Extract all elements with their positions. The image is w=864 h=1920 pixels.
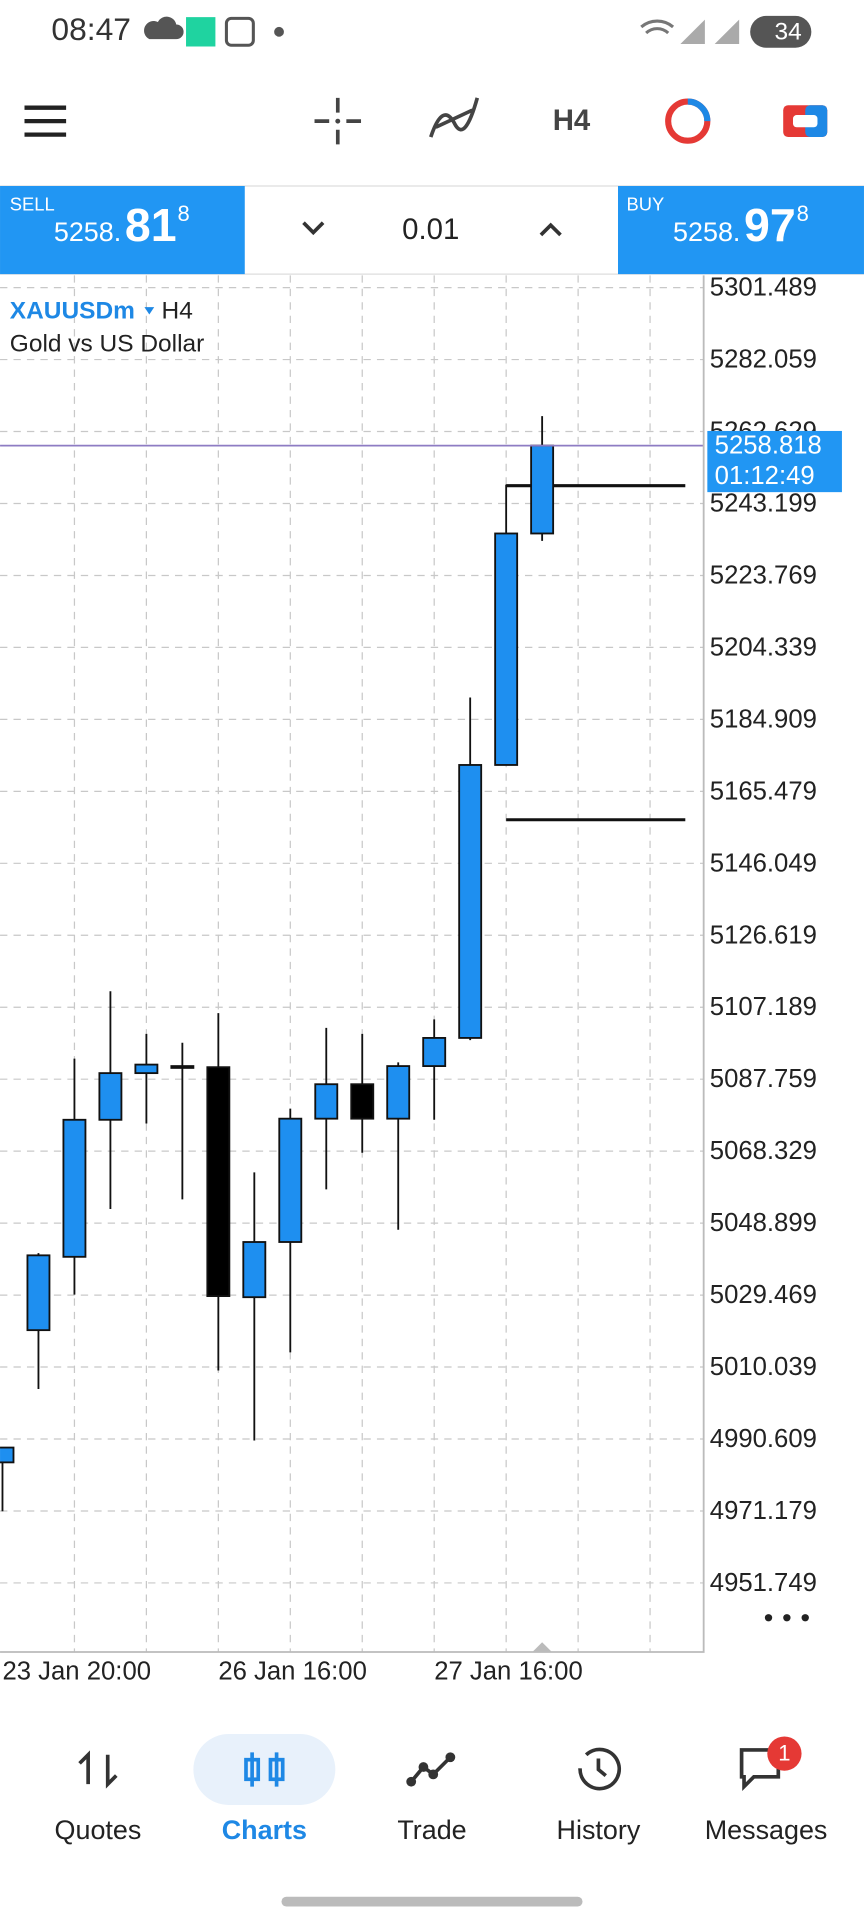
trade-icon bbox=[406, 1752, 456, 1787]
symbol-dropdown[interactable] bbox=[144, 307, 155, 315]
wifi-icon bbox=[640, 19, 675, 35]
candle-body bbox=[278, 1117, 303, 1243]
y-tick-label: 5029.469 bbox=[710, 1281, 817, 1309]
x-tick-label: 27 Jan 16:00 bbox=[434, 1658, 583, 1686]
objects-button[interactable] bbox=[665, 98, 711, 144]
scroll-marker bbox=[532, 1642, 552, 1653]
candle-body bbox=[62, 1118, 87, 1258]
x-tick-label: 26 Jan 16:00 bbox=[218, 1658, 367, 1686]
quotes-icon bbox=[78, 1750, 118, 1789]
badge-count: 1 bbox=[778, 1741, 790, 1766]
dot-icon bbox=[274, 26, 284, 37]
candle-body bbox=[350, 1083, 375, 1120]
buy-button[interactable]: BUY 5258. 97 8 bbox=[618, 186, 864, 275]
candle-body bbox=[242, 1241, 267, 1299]
candle-body bbox=[386, 1065, 411, 1120]
sell-button[interactable]: SELL 5258. 81 8 bbox=[0, 186, 245, 275]
y-tick-label: 5301.489 bbox=[710, 274, 817, 302]
nav-tab[interactable]: Trade bbox=[397, 1815, 466, 1845]
y-tick-label: 5223.769 bbox=[710, 561, 817, 589]
y-tick-label: 4971.179 bbox=[710, 1497, 817, 1525]
charts-icon bbox=[244, 1752, 285, 1787]
buy-price-tail: 8 bbox=[797, 201, 809, 226]
battery-level: 34 bbox=[774, 19, 801, 46]
grid bbox=[0, 275, 704, 1653]
active-tab-pill bbox=[193, 1733, 336, 1805]
symbol-description: Gold vs US Dollar bbox=[10, 331, 204, 358]
candle-body bbox=[530, 444, 555, 535]
sell-label: SELL bbox=[10, 193, 55, 214]
y-tick-label: 5165.479 bbox=[710, 777, 817, 805]
y-tick-label: 5107.189 bbox=[710, 993, 817, 1021]
y-tick-label: 5010.039 bbox=[710, 1353, 817, 1381]
buy-price-head: 5258. bbox=[673, 217, 740, 247]
status-time: 08:47 bbox=[51, 11, 131, 47]
crosshair-button[interactable] bbox=[314, 97, 362, 145]
nav-tab[interactable]: History bbox=[557, 1815, 641, 1845]
battery bbox=[750, 15, 812, 48]
nav-tab[interactable]: Quotes bbox=[55, 1815, 142, 1845]
buy-label: BUY bbox=[627, 193, 665, 214]
candle-body bbox=[206, 1066, 231, 1297]
chart-frame bbox=[0, 275, 705, 1653]
nav-tab[interactable]: Messages bbox=[705, 1815, 828, 1845]
bottom-nav: Quotes Charts Trade History Messages bbox=[55, 1815, 828, 1845]
sell-price-big: 81 bbox=[125, 199, 177, 251]
y-tick-label: 5184.909 bbox=[710, 705, 817, 733]
more-button[interactable] bbox=[764, 1614, 809, 1622]
sell-price-tail: 8 bbox=[177, 201, 189, 226]
candle-body bbox=[494, 532, 519, 766]
symbol[interactable]: XAUUSDm bbox=[10, 298, 135, 325]
nav-tab[interactable]: Charts bbox=[222, 1815, 307, 1845]
home-indicator bbox=[281, 1896, 583, 1907]
price-tag bbox=[707, 430, 842, 493]
candle-body bbox=[314, 1083, 339, 1120]
y-tick-label: 5048.899 bbox=[710, 1209, 817, 1237]
y-tick-label: 5243.199 bbox=[710, 489, 817, 517]
y-tick-label: 4990.609 bbox=[710, 1425, 817, 1453]
candle-body bbox=[26, 1254, 51, 1332]
candle-body bbox=[0, 1446, 15, 1464]
y-tick-label: 5146.049 bbox=[710, 849, 817, 877]
plot-area bbox=[0, 416, 704, 1512]
chart-timeframe: H4 bbox=[162, 298, 193, 325]
history-icon bbox=[578, 1747, 622, 1791]
lot-size[interactable]: 0.01 bbox=[402, 213, 459, 246]
axes: 5301.4895282.0595262.6295243.1995223.769… bbox=[2, 274, 816, 1686]
badge bbox=[767, 1736, 802, 1771]
candle-body bbox=[422, 1037, 447, 1067]
price-tag-value: 5258.818 bbox=[715, 432, 822, 460]
indicators-button[interactable] bbox=[429, 97, 480, 138]
y-tick-label: 5068.329 bbox=[710, 1137, 817, 1165]
screenshot-icon bbox=[224, 16, 255, 47]
signal-icon bbox=[680, 19, 740, 45]
weather-icon bbox=[144, 16, 184, 40]
lot-down[interactable] bbox=[302, 221, 325, 236]
y-tick-label: 5282.059 bbox=[710, 346, 817, 374]
lot-up[interactable] bbox=[539, 222, 562, 237]
menu-button[interactable] bbox=[24, 105, 67, 137]
buy-price-big: 97 bbox=[744, 199, 796, 251]
y-tick-label: 4951.749 bbox=[710, 1569, 817, 1597]
candle-body bbox=[134, 1063, 159, 1075]
trade-button[interactable] bbox=[783, 105, 828, 138]
sell-price-head: 5258. bbox=[54, 217, 121, 247]
y-tick-label: 5204.339 bbox=[710, 633, 817, 661]
candle-body bbox=[170, 1065, 195, 1069]
candle-body bbox=[98, 1072, 123, 1121]
y-tick-label: 5087.759 bbox=[710, 1065, 817, 1093]
app-icon bbox=[186, 17, 216, 47]
timeframe-button[interactable]: H4 bbox=[553, 104, 591, 137]
y-tick-label: 5126.619 bbox=[710, 921, 817, 949]
candle-body bbox=[458, 764, 483, 1039]
x-tick-label: 23 Jan 20:00 bbox=[2, 1658, 151, 1686]
price-tag-countdown: 01:12:49 bbox=[715, 462, 815, 490]
